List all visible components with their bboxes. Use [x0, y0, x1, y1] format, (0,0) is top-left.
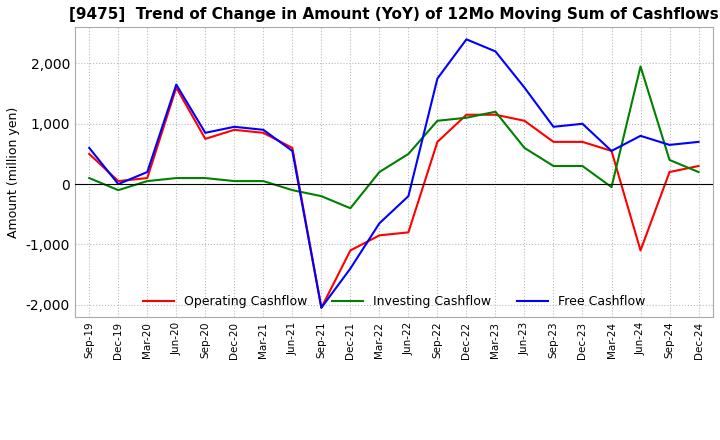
Free Cashflow [549, 124, 558, 129]
Investing Cashflow [346, 205, 355, 211]
Free Cashflow [607, 148, 616, 154]
Free Cashflow [288, 148, 297, 154]
Investing Cashflow [259, 179, 268, 184]
Operating Cashflow [578, 139, 587, 144]
Investing Cashflow [172, 176, 181, 181]
Operating Cashflow [607, 148, 616, 154]
Investing Cashflow [288, 187, 297, 193]
Operating Cashflow [549, 139, 558, 144]
Operating Cashflow [346, 248, 355, 253]
Free Cashflow [259, 127, 268, 132]
Investing Cashflow [462, 115, 471, 121]
Operating Cashflow [317, 305, 325, 310]
Free Cashflow [491, 49, 500, 54]
Investing Cashflow [404, 151, 413, 157]
Free Cashflow [636, 133, 645, 139]
Operating Cashflow [520, 118, 528, 123]
Free Cashflow [346, 266, 355, 271]
Investing Cashflow [636, 64, 645, 69]
Free Cashflow [462, 37, 471, 42]
Operating Cashflow [636, 248, 645, 253]
Operating Cashflow [85, 151, 94, 157]
Free Cashflow [433, 76, 442, 81]
Free Cashflow [578, 121, 587, 126]
Legend: Operating Cashflow, Investing Cashflow, Free Cashflow: Operating Cashflow, Investing Cashflow, … [138, 290, 650, 313]
Investing Cashflow [607, 184, 616, 190]
Free Cashflow [172, 82, 181, 87]
Line: Free Cashflow: Free Cashflow [89, 39, 698, 308]
Operating Cashflow [172, 85, 181, 90]
Investing Cashflow [433, 118, 442, 123]
Operating Cashflow [491, 112, 500, 117]
Operating Cashflow [288, 145, 297, 150]
Investing Cashflow [520, 145, 528, 150]
Investing Cashflow [694, 169, 703, 175]
Y-axis label: Amount (million yen): Amount (million yen) [7, 106, 20, 238]
Free Cashflow [520, 85, 528, 90]
Free Cashflow [143, 169, 152, 175]
Investing Cashflow [549, 163, 558, 169]
Free Cashflow [665, 142, 674, 147]
Free Cashflow [201, 130, 210, 136]
Operating Cashflow [201, 136, 210, 142]
Investing Cashflow [375, 169, 384, 175]
Operating Cashflow [114, 179, 122, 184]
Operating Cashflow [665, 169, 674, 175]
Operating Cashflow [143, 176, 152, 181]
Operating Cashflow [230, 127, 238, 132]
Free Cashflow [375, 221, 384, 226]
Free Cashflow [404, 194, 413, 199]
Investing Cashflow [665, 158, 674, 163]
Title: [9475]  Trend of Change in Amount (YoY) of 12Mo Moving Sum of Cashflows: [9475] Trend of Change in Amount (YoY) o… [69, 7, 719, 22]
Operating Cashflow [259, 130, 268, 136]
Operating Cashflow [375, 233, 384, 238]
Operating Cashflow [694, 163, 703, 169]
Investing Cashflow [114, 187, 122, 193]
Free Cashflow [230, 124, 238, 129]
Operating Cashflow [404, 230, 413, 235]
Free Cashflow [85, 145, 94, 150]
Operating Cashflow [462, 112, 471, 117]
Investing Cashflow [230, 179, 238, 184]
Investing Cashflow [85, 176, 94, 181]
Investing Cashflow [491, 109, 500, 114]
Line: Operating Cashflow: Operating Cashflow [89, 88, 698, 308]
Line: Investing Cashflow: Investing Cashflow [89, 66, 698, 208]
Investing Cashflow [578, 163, 587, 169]
Free Cashflow [317, 305, 325, 310]
Investing Cashflow [317, 194, 325, 199]
Free Cashflow [114, 181, 122, 187]
Investing Cashflow [201, 176, 210, 181]
Operating Cashflow [433, 139, 442, 144]
Investing Cashflow [143, 179, 152, 184]
Free Cashflow [694, 139, 703, 144]
